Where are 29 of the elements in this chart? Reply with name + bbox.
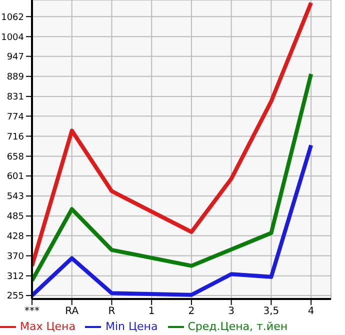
x-tick-label: *** (24, 306, 40, 318)
y-tick-label: 428 (6, 232, 24, 242)
legend-label: Max Цена (20, 320, 76, 334)
x-tick-label: 1 (148, 306, 155, 318)
x-tick-label: 2 (188, 306, 195, 318)
y-tick-label: 1062 (1, 12, 24, 23)
x-tick-label: 3,5 (263, 306, 280, 318)
y-tick-label: 312 (6, 272, 24, 282)
y-tick-label: 1004 (1, 32, 24, 43)
y-tick-label: 370 (6, 252, 24, 262)
line-series (32, 143, 314, 298)
legend-label: Min Цена (105, 320, 158, 334)
y-tick-label: 485 (6, 212, 24, 222)
y-tick-label: 601 (6, 172, 24, 182)
x-tick-label: 4 (308, 306, 314, 318)
y-tick-label: 889 (6, 72, 24, 83)
line-series (32, 72, 314, 283)
y-tick-label: 774 (6, 112, 24, 122)
legend-label: Сред.Цена, т.йен (188, 320, 288, 334)
x-tick-label: RA (65, 306, 79, 318)
y-tick-label: 658 (6, 152, 24, 162)
y-tick-label: 543 (6, 192, 24, 202)
y-tick-label: 255 (6, 292, 24, 302)
y-tick-label: 716 (6, 132, 24, 142)
line-series (32, 0, 314, 268)
y-tick-label: 831 (6, 92, 24, 103)
x-tick-label: R (108, 306, 116, 318)
y-tick-label: 947 (6, 52, 24, 63)
x-tick-label: 3 (228, 306, 235, 318)
